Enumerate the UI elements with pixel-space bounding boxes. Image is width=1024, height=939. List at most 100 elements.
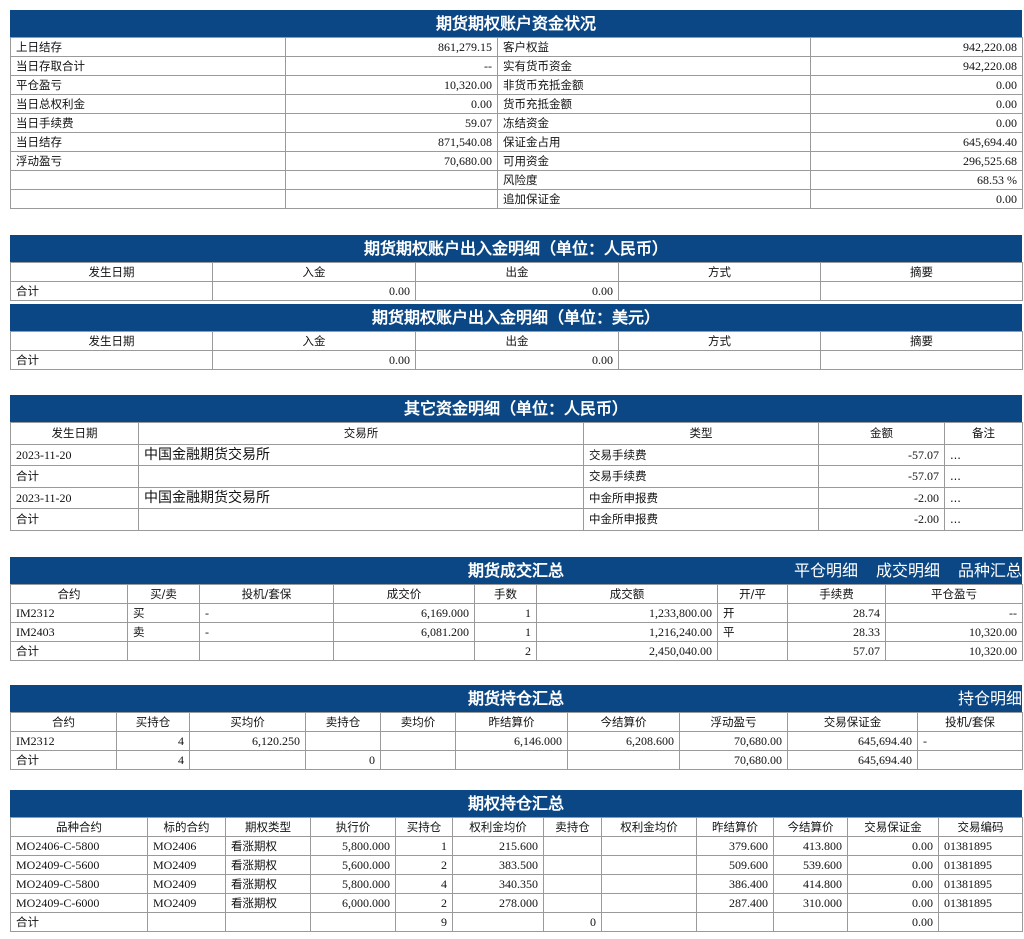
table-cell	[601, 836, 697, 856]
table-cell: MO2409	[147, 893, 226, 913]
section-link[interactable]: 品种汇总	[957, 561, 1022, 580]
table-cell: 合计	[10, 508, 139, 531]
table-cell: 0.00	[810, 189, 1023, 209]
column-header: 手数	[474, 584, 537, 604]
table-cell: 2,450,040.00	[536, 641, 718, 661]
table-cell: 1	[474, 603, 537, 623]
table-cell: ...	[944, 465, 1023, 488]
table-cell: 01381895	[938, 855, 1023, 875]
table-cell: 645,694.40	[787, 750, 918, 770]
table-cell	[380, 731, 456, 751]
table-cell	[452, 912, 544, 932]
column-header: 交易编码	[938, 817, 1023, 837]
table-row: 追加保证金 0.00	[10, 189, 1023, 209]
column-header: 成交价	[333, 584, 475, 604]
column-header: 卖持仓	[543, 817, 602, 837]
column-header: 投机/套保	[199, 584, 334, 604]
table-cell: 28.74	[787, 603, 886, 623]
table-cell: 合计	[10, 912, 148, 932]
table-row: 2023-11-20 中国金融期货交易所 交易手续费 -57.07...	[10, 443, 1023, 466]
table-cell: MO2409	[147, 855, 226, 875]
column-header: 执行价	[310, 817, 396, 837]
table-cell: 非货币充抵金额	[497, 75, 811, 95]
table-cell: 70,680.00	[679, 750, 788, 770]
table-cell: 0.00	[212, 350, 416, 370]
table-cell: MO2409-C-5600	[10, 855, 148, 875]
column-header: 交易保证金	[847, 817, 939, 837]
section-title: 期权持仓汇总	[467, 794, 564, 813]
column-header: 摘要	[820, 262, 1023, 282]
table-cell: 509.600	[696, 855, 774, 875]
table-row: 合计 2 2,450,040.00 57.07 10,320.00	[10, 641, 1023, 661]
table-row: 2023-11-20 中国金融期货交易所 中金所申报费 -2.00...	[10, 486, 1023, 509]
table-cell: 平	[717, 622, 788, 642]
cash-rmb-section: 期货期权账户出入金明细（单位：人民币） 发生日期 入金 出金 方式 摘要 合计 0.00 0.0…	[10, 235, 1023, 301]
table-cell	[820, 281, 1023, 301]
column-header: 方式	[618, 262, 821, 282]
table-cell: 冻结资金	[497, 113, 811, 133]
table-header-row: 品种合约 标的合约 期权类型 执行价 买持仓 权利金均价 卖持仓 权利金均价 昨结算价 今结算价交…	[10, 817, 1023, 837]
section-title: 期货成交汇总	[467, 561, 564, 580]
table-row: MO2409-C-5800 MO2409 看涨期权 5,800.000 4 340.350…	[10, 874, 1023, 894]
section-link[interactable]: 成交明细	[875, 561, 940, 580]
table-row: 风险度 68.53 %	[10, 170, 1023, 190]
column-header: 浮动盈亏	[679, 712, 788, 732]
column-header: 合约	[10, 712, 117, 732]
table-cell: 10,320.00	[285, 75, 498, 95]
table-cell: 5,800.000	[310, 874, 396, 894]
account-status-section: 期货期权账户资金状况 上日结存 861,279.15 客户权益 942,220.08 当日…	[10, 10, 1023, 209]
table-row: IM2403 卖 -6,081.200 1 1,216,240.00 平 28.33 10,3…	[10, 622, 1023, 642]
table-row: 当日手续费 59.07 冻结资金 0.00	[10, 113, 1023, 133]
table-cell: 卖	[127, 622, 200, 642]
table-cell: 买	[127, 603, 200, 623]
table-cell: 1	[395, 836, 453, 856]
table-cell	[601, 893, 697, 913]
table-row: 合计 4 0 70,680.00 645,694.40	[10, 750, 1023, 770]
table-cell: 4	[116, 750, 190, 770]
table-cell	[820, 350, 1023, 370]
table-cell: 10,320.00	[885, 622, 1023, 642]
table-cell: 0.00	[212, 281, 416, 301]
column-header: 备注	[944, 422, 1023, 445]
column-header: 投机/套保	[917, 712, 1023, 732]
table-cell: 当日总权利金	[10, 94, 286, 114]
column-header: 发生日期	[10, 422, 139, 445]
table-cell: MO2409	[147, 874, 226, 894]
table-row: 合计 交易手续费 -57.07...	[10, 465, 1023, 488]
table-row: IM2312 买 -6,169.000 1 1,233,800.00 开 28.74 --	[10, 603, 1023, 623]
section-title: 其它资金明细（单位：人民币）	[403, 399, 628, 418]
table-cell: 871,540.08	[285, 132, 498, 152]
section-title: 期货期权账户出入金明细（单位：人民币）	[363, 239, 668, 258]
section-link[interactable]: 持仓明细	[957, 689, 1022, 708]
table-cell: 861,279.15	[285, 37, 498, 57]
table-cell: 6,208.600	[567, 731, 680, 751]
table-header-row: 发生日期 交易所 类型 金额 备注	[10, 422, 1023, 445]
column-header: 平仓盈亏	[885, 584, 1023, 604]
table-cell: 合计	[10, 281, 213, 301]
table-cell	[455, 750, 568, 770]
table-cell	[543, 874, 602, 894]
table-cell	[601, 912, 697, 932]
section-link[interactable]: 平仓明细	[793, 561, 858, 580]
data-table: 合约 买持仓 买均价 卖持仓 卖均价 昨结算价 今结算价 浮动盈亏 交易保证金 投机/套保 IM23…	[10, 712, 1023, 770]
table-cell: MO2406	[147, 836, 226, 856]
table-cell	[333, 641, 475, 661]
table-cell	[567, 750, 680, 770]
column-header: 今结算价	[567, 712, 680, 732]
column-header: 今结算价	[773, 817, 848, 837]
table-row: 当日总权利金 0.00 货币充抵金额 0.00	[10, 94, 1023, 114]
table-cell: 68.53 %	[810, 170, 1023, 190]
table-cell: -	[917, 731, 1023, 751]
table-cell	[618, 350, 821, 370]
table-cell: 278.000	[452, 893, 544, 913]
table-cell: 0.00	[810, 94, 1023, 114]
table-cell	[618, 281, 821, 301]
section-title-bar: 期货期权账户出入金明细（单位：人民币）	[10, 235, 1022, 262]
table-cell: 合计	[10, 750, 117, 770]
table-cell: 看涨期权	[225, 855, 311, 875]
table-cell: 70,680.00	[285, 151, 498, 171]
column-header: 开/平	[717, 584, 788, 604]
column-header: 出金	[415, 262, 619, 282]
table-cell	[917, 750, 1023, 770]
column-header: 发生日期	[10, 262, 213, 282]
